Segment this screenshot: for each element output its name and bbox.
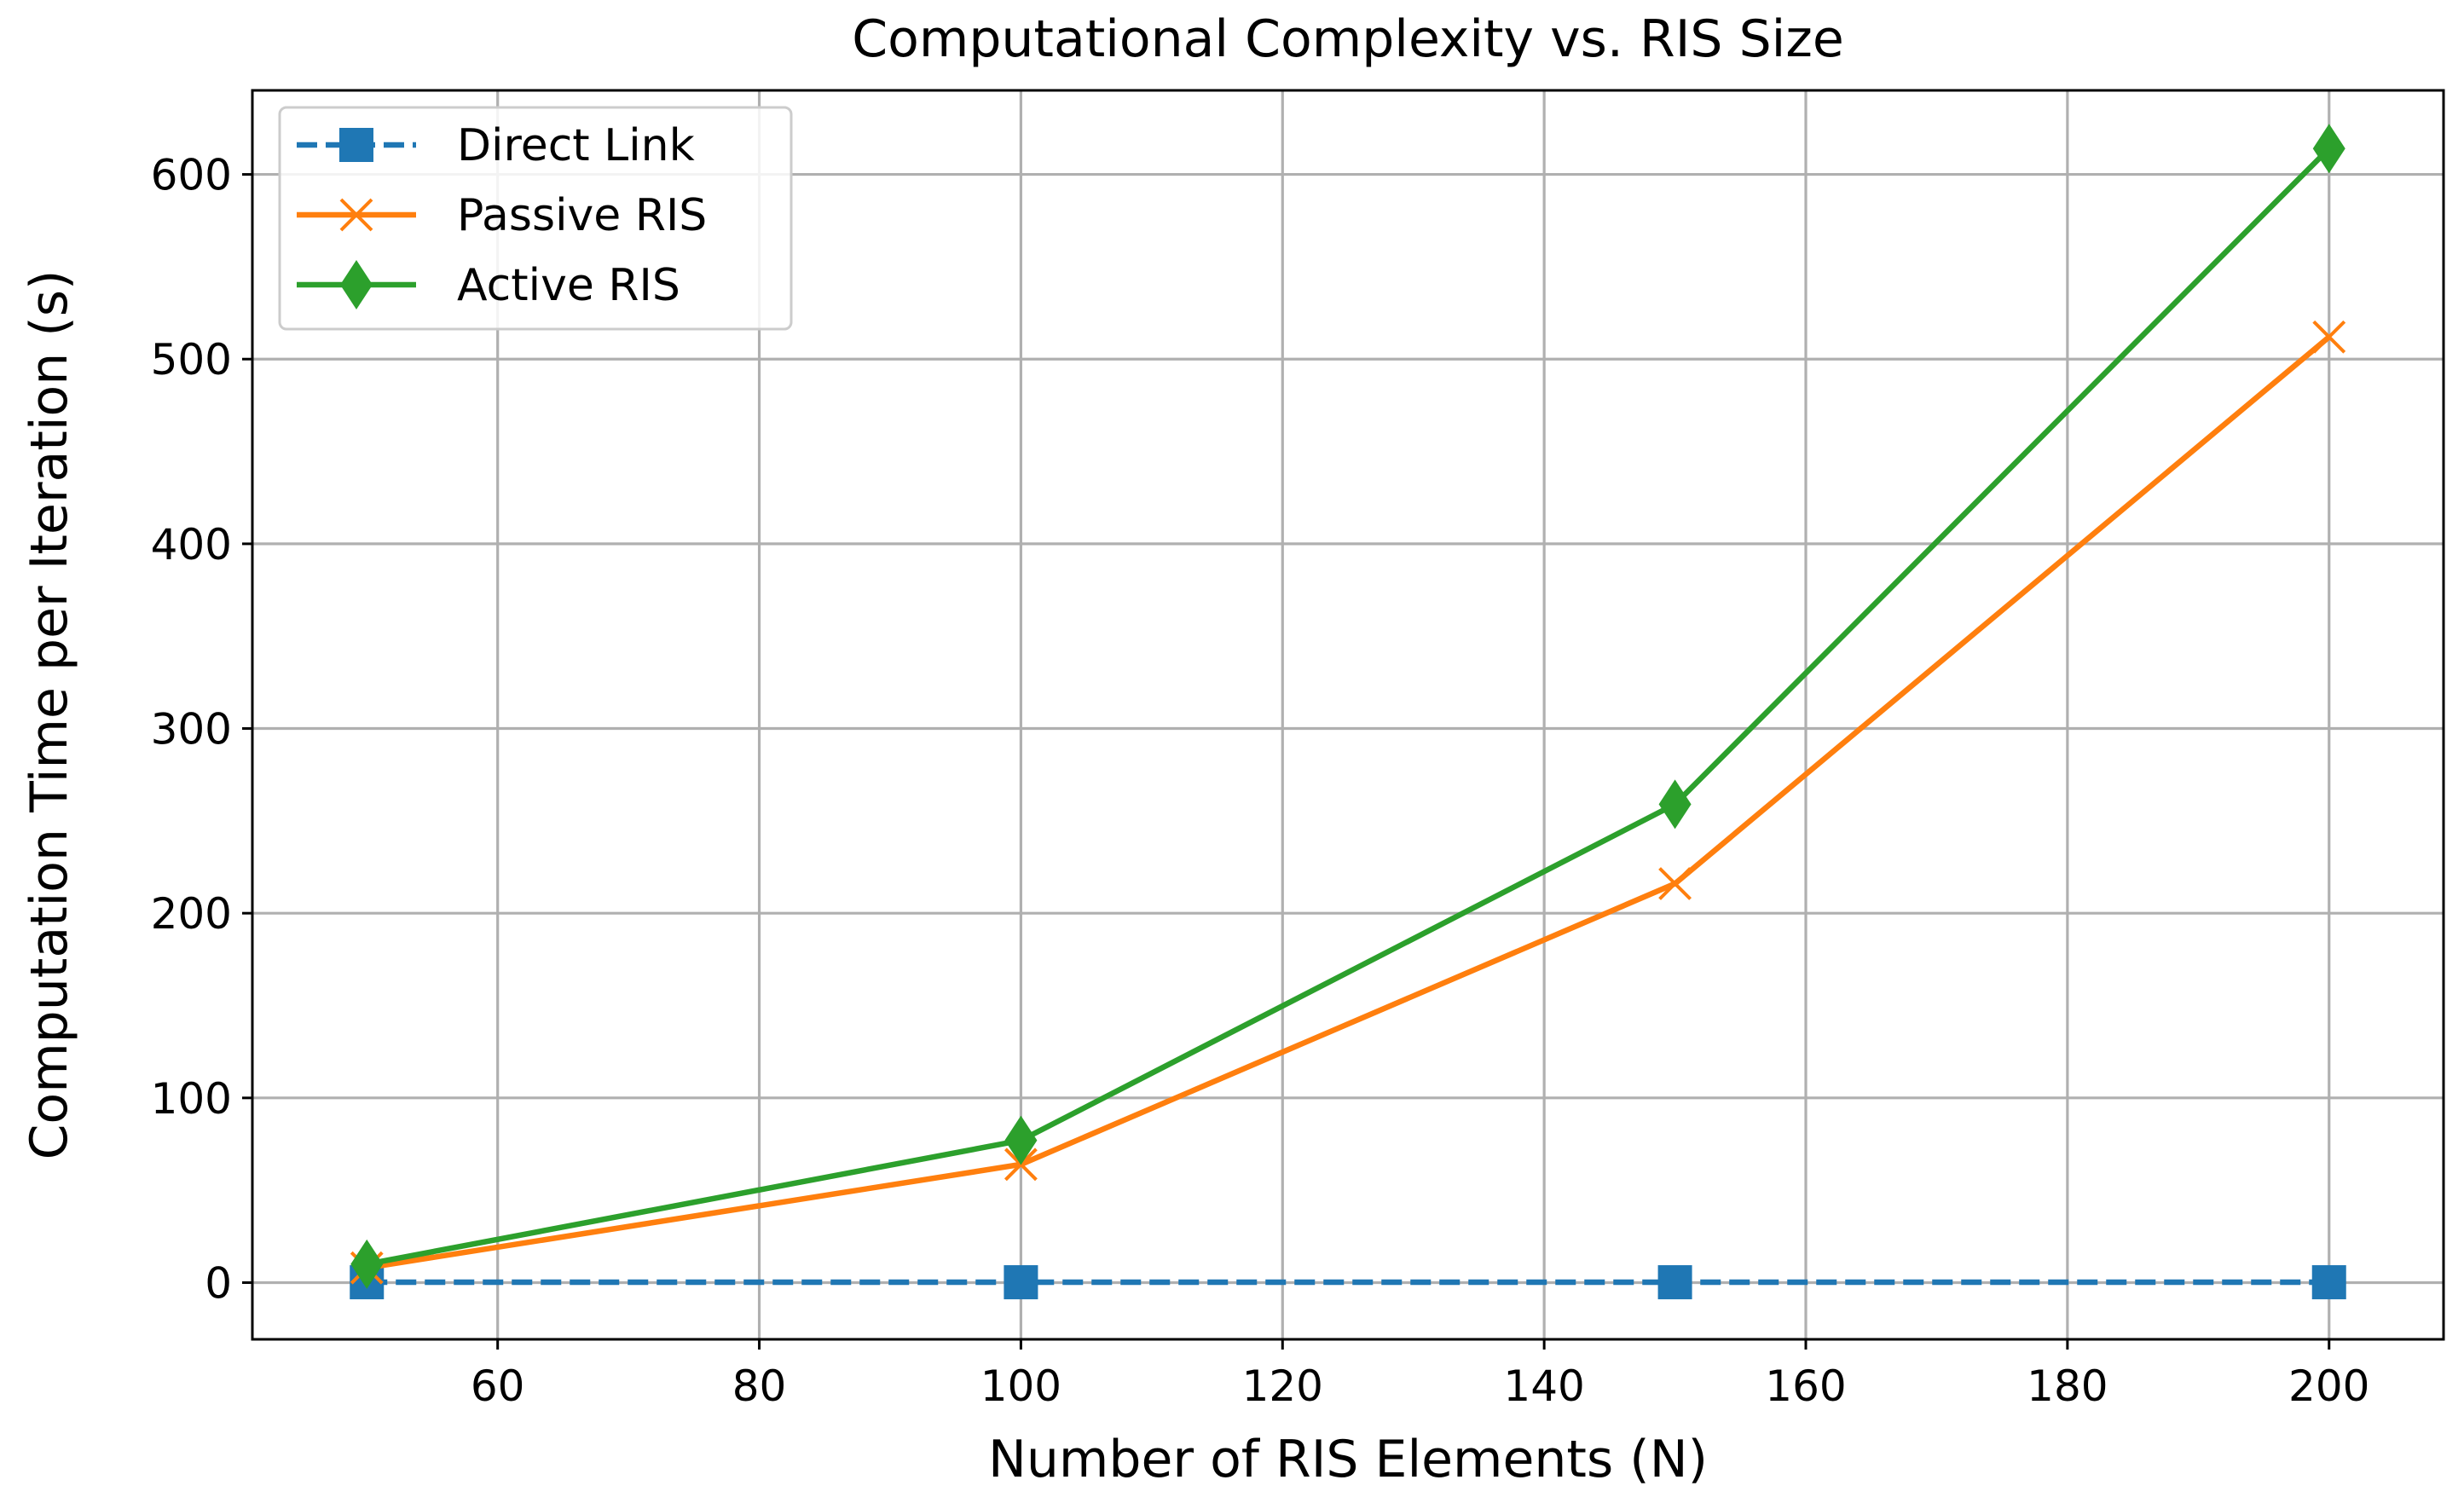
data-point <box>1658 779 1692 830</box>
y-tick-label: 500 <box>151 335 232 384</box>
series-active-ris <box>350 124 2345 1289</box>
y-tick-label: 600 <box>151 151 232 200</box>
legend-marker <box>339 198 373 232</box>
legend-label: Active RIS <box>457 260 680 311</box>
data-point <box>2312 124 2345 174</box>
legend-label: Direct Link <box>457 120 695 171</box>
x-tick-label: 80 <box>732 1361 787 1411</box>
x-tick-label: 100 <box>980 1361 1061 1411</box>
y-axis-label: Computation Time per Iteration (s) <box>20 270 79 1160</box>
series-line <box>366 334 2331 1271</box>
y-tick-label: 0 <box>205 1258 232 1308</box>
x-tick-label: 180 <box>2027 1361 2108 1411</box>
legend-marker <box>340 260 373 309</box>
legend-box <box>278 106 793 331</box>
x-tick-label: 140 <box>1503 1361 1584 1411</box>
legend-marker <box>339 128 373 162</box>
x-tick-label: 60 <box>471 1361 525 1411</box>
plot-frame <box>251 89 2445 1341</box>
axis-ticks: 60 80 100 120 140 160 180 200 0 100 200 300 400 500 60… <box>151 151 2370 1411</box>
x-tick-label: 120 <box>1242 1361 1323 1411</box>
data-point <box>350 1239 384 1289</box>
data-point <box>1658 867 1692 900</box>
data-point <box>2311 1265 2346 1300</box>
legend-entry: Direct Link <box>297 120 695 171</box>
y-tick-label: 100 <box>151 1074 232 1124</box>
series-line <box>366 146 2332 1268</box>
y-tick-label: 200 <box>151 889 232 939</box>
series-direct-link <box>350 1265 2346 1300</box>
data-point <box>1004 1115 1038 1165</box>
y-tick-label: 400 <box>151 520 232 569</box>
y-tick-label: 300 <box>151 705 232 754</box>
legend: Direct Link Passive RIS Active RIS <box>278 106 793 331</box>
data-point <box>1004 1265 1038 1300</box>
x-tick-label: 160 <box>1765 1361 1846 1411</box>
series-group <box>350 124 2346 1300</box>
data-point <box>1657 1265 1692 1300</box>
legend-label: Passive RIS <box>457 190 707 241</box>
legend-entry: Active RIS <box>297 260 680 311</box>
chart-title: Computational Complexity vs. RIS Size <box>852 9 1843 69</box>
legend-entry: Passive RIS <box>297 190 707 241</box>
data-point <box>2312 320 2346 354</box>
x-tick-label: 200 <box>2288 1361 2369 1411</box>
x-axis-label: Number of RIS Elements (N) <box>988 1430 1708 1489</box>
